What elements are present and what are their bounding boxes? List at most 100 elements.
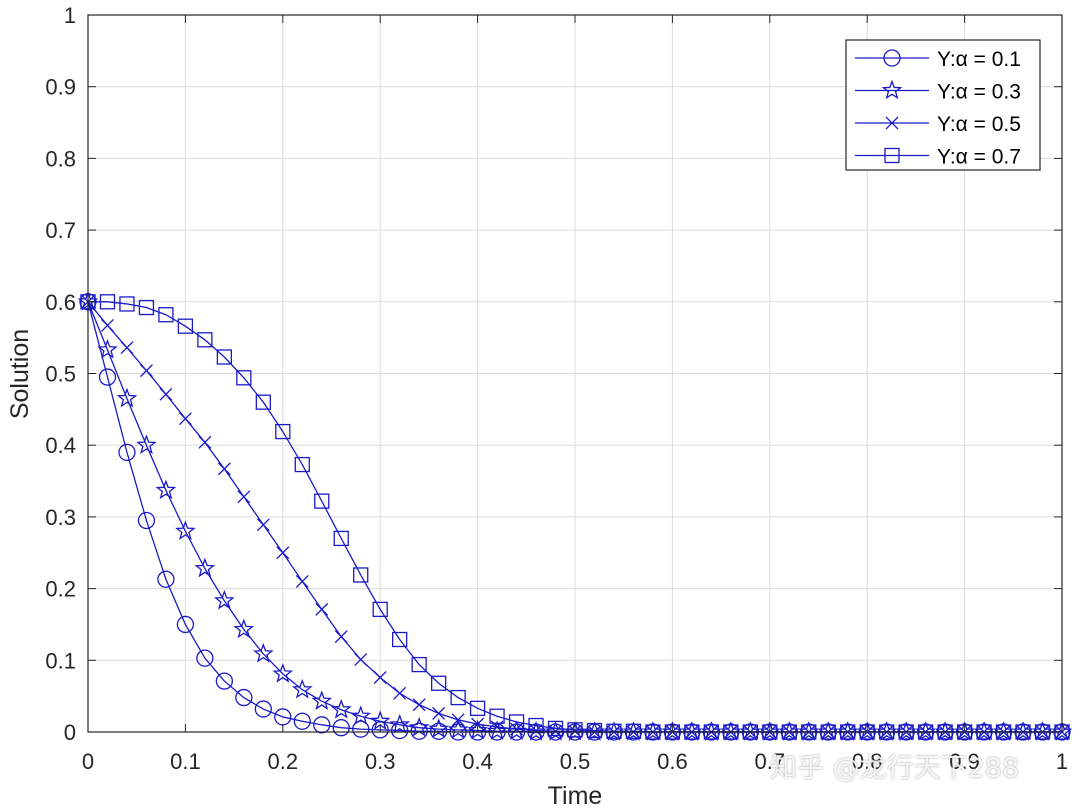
star-marker [350,705,372,726]
star-marker [194,557,216,578]
x-marker [451,713,465,727]
x-marker [217,462,231,476]
star-marker [428,718,449,738]
x-tick-label: 0.2 [268,749,299,774]
x-marker [237,490,251,504]
square-marker [411,656,427,673]
x-marker [373,671,387,684]
x-tick-label: 0.3 [365,749,396,774]
circle-marker [235,688,253,707]
square-marker [489,708,505,724]
star-marker [233,618,255,639]
star-marker [467,719,488,740]
legend-box [845,39,1041,171]
circle-marker [429,722,448,740]
y-tick-label: 0.5 [45,362,76,387]
square-marker [119,296,135,312]
legend-label: Y:α = 0.1 [937,48,1021,71]
x-marker [295,574,309,588]
circle-marker [410,722,428,740]
star-marker [330,698,352,719]
y-tick-label: 0.9 [45,75,76,100]
circle-marker [215,672,234,690]
square-marker [884,147,900,164]
legend-label: Y:α = 0.7 [937,146,1021,169]
square-marker [197,332,213,348]
x-tick-label: 0.1 [170,749,201,774]
square-marker [158,307,174,323]
x-marker [139,364,153,378]
y-tick-label: 0.4 [45,433,76,458]
circle-marker [391,721,409,740]
x-marker [198,435,212,449]
square-marker [469,700,486,716]
star-marker [155,479,177,500]
square-marker [294,456,310,473]
square-marker [99,294,116,310]
star-marker [881,79,903,100]
square-marker [177,318,194,334]
circle-marker [98,368,117,386]
circle-marker [176,615,195,634]
star-marker [214,589,235,610]
square-marker [216,349,233,365]
circle-marker [883,49,901,67]
legend-item: Y:α = 0.1 [855,48,1021,71]
square-marker [625,723,642,739]
x-marker [412,698,426,712]
x-axis-label: Time [548,782,603,810]
x-tick-label: 0.8 [852,749,883,774]
star-marker [291,678,313,699]
x-marker [120,341,134,355]
x-tick-label: 1 [1056,749,1068,774]
square-marker [567,722,583,738]
square-marker [275,423,291,440]
square-marker [353,567,369,583]
y-tick-label: 0.3 [45,505,76,530]
legend-label: Y:α = 0.3 [937,81,1021,104]
tick-marks [87,14,1063,733]
circle-marker [196,649,214,667]
x-marker [315,602,329,616]
circle-marker [332,719,350,737]
x-tick-label: 0.7 [755,749,786,774]
square-marker [508,714,525,730]
x-marker [276,546,290,560]
x-marker [178,412,192,426]
square-marker [547,720,564,737]
star-marker [252,642,274,663]
watermark: 知乎 @龙行天下288 [770,753,1020,784]
square-marker [392,631,408,648]
square-marker [586,722,603,739]
star-marker [116,387,138,408]
x-marker [256,518,270,532]
circle-marker [352,720,370,738]
x-marker [101,319,114,332]
circle-marker [313,716,331,734]
x-marker [885,116,899,130]
square-marker [314,493,330,509]
circle-marker [137,511,156,530]
x-marker [393,686,407,700]
x-marker [432,706,446,720]
y-tick-label: 1 [64,3,76,28]
square-marker [450,689,466,706]
y-axis-label: Solution [6,329,34,419]
star-marker [272,663,294,683]
star-marker [136,434,157,454]
star-marker [175,520,196,541]
y-tick-label: 0.1 [45,648,76,673]
x-tick-label: 0 [82,749,94,774]
legend: Y:α = 0.1 Y:α = 0.3 Y:α = 0.5 Y:α = 0.7 [845,39,1041,171]
legend-item: Y:α = 0.5 [855,113,1021,136]
square-marker [138,299,155,316]
x-marker [334,630,348,644]
x-tick-label: 0.6 [657,749,688,774]
y-tick-label: 0.7 [45,218,76,243]
x-marker [159,387,173,401]
legend-label: Y:α = 0.5 [937,113,1021,136]
y-tick-label: 0.8 [45,146,76,171]
star-marker [447,718,469,739]
circle-marker [118,443,136,462]
star-marker [486,720,508,741]
